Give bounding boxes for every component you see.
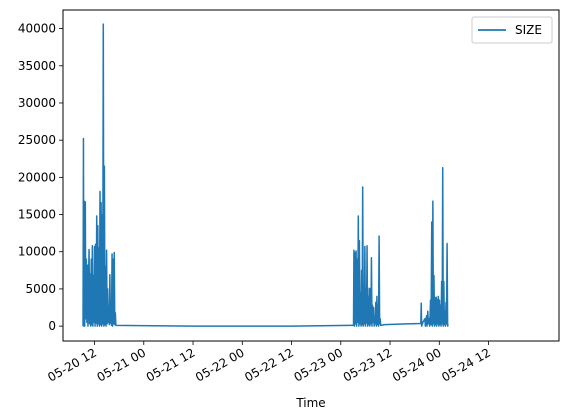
plot-frame: [62, 9, 560, 342]
x-axis-label: Time: [295, 396, 325, 410]
y-tick-label: 30000: [18, 96, 56, 110]
legend: SIZE: [471, 16, 553, 44]
y-tick-label: 10000: [18, 245, 56, 259]
x-tick-label: 05-24 00: [390, 345, 444, 384]
x-tick-label: 05-21 12: [144, 345, 198, 384]
x-tick-label: 05-23 12: [341, 345, 395, 384]
y-tick-label: 15000: [18, 208, 56, 222]
series-layer: [82, 23, 449, 327]
series-line-size: [82, 23, 449, 327]
y-tick-label: 25000: [18, 133, 56, 147]
x-tick-label: 05-23 00: [292, 345, 346, 384]
plot-area: [63, 10, 559, 341]
y-tick-label: 5000: [25, 282, 56, 296]
legend-box: [471, 16, 553, 44]
x-tick-label: 05-21 00: [95, 345, 149, 384]
x-tick-label: 05-22 12: [242, 345, 296, 384]
y-tick-label: 40000: [18, 22, 56, 36]
x-tick-label: 05-22 00: [193, 345, 247, 384]
x-tick-label: 05-24 12: [439, 345, 493, 384]
y-axis: 0 5000 10000 15000 20000 25000 30000 35000 40000: [18, 22, 63, 333]
x-tick-label: 05-20 12: [45, 345, 99, 384]
y-tick-label: 0: [48, 319, 56, 333]
y-tick-label: 35000: [18, 59, 56, 73]
y-tick-label: 20000: [18, 170, 56, 184]
legend-label-size: SIZE: [515, 23, 542, 37]
